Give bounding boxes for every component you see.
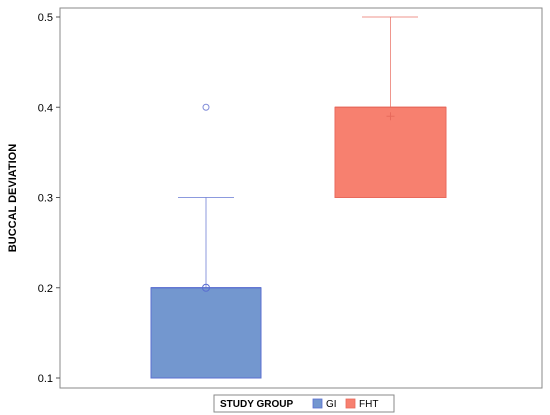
legend-swatch-fht [345,398,356,409]
y-tick-label: 0.3 [38,193,53,205]
y-axis: 0.1 0.2 0.3 0.4 0.5 [38,12,60,385]
box-gi [150,103,262,379]
legend: STUDY GROUP GI FHT [213,394,395,413]
plot-frame [59,7,543,389]
y-axis-title: BUCCAL DEVIATION [7,144,19,252]
y-tick-label: 0.1 [38,373,53,385]
y-tick-label: 0.4 [38,102,53,114]
outlier-point [202,103,210,111]
legend-label-fht: FHT [359,399,378,410]
y-tick-label: 0.5 [38,12,53,24]
legend-swatch-gi [312,398,323,409]
box-body [334,106,447,198]
box-body [150,287,262,379]
legend-label-gi: GI [326,399,337,410]
mean-marker [386,112,395,121]
mean-marker [202,283,210,292]
box-series-group [150,16,447,379]
box-fht [334,16,447,198]
legend-title: STUDY GROUP [220,399,293,410]
y-tick-label: 0.2 [38,283,53,295]
